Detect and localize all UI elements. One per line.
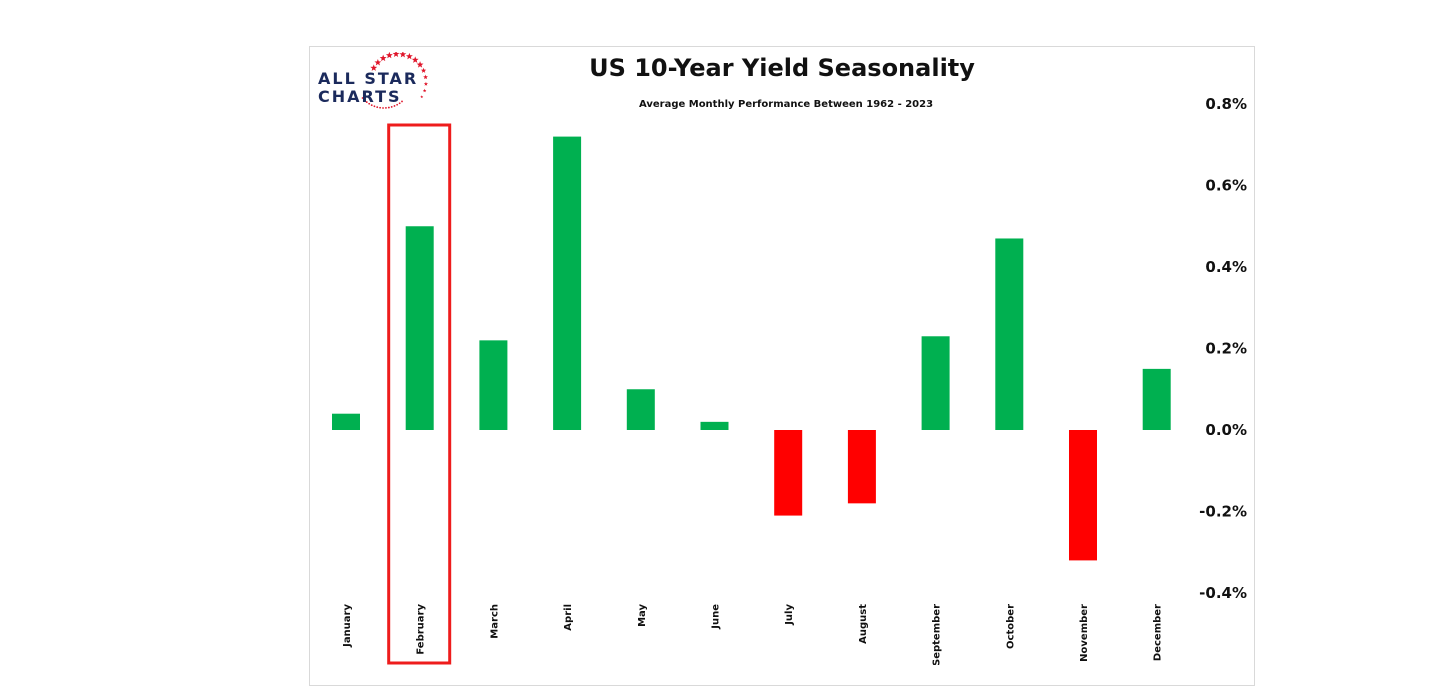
logo-dot (379, 106, 382, 109)
logo-text-line2: CHARTS (318, 87, 402, 106)
logo-dot (373, 105, 376, 108)
bar-chart: January February March April May June July Augu… (332, 95, 1247, 665)
month-label-april: April (563, 604, 574, 631)
logo-star (379, 54, 387, 62)
month-label-july: July (784, 604, 795, 626)
logo-star (423, 81, 429, 86)
logo-dot (393, 105, 396, 107)
bar-january (332, 413, 360, 430)
chart-subtitle: Average Monthly Performance Between 1962… (638, 99, 934, 110)
bar-september (921, 336, 950, 430)
logo-dot (363, 99, 366, 102)
month-label-november: November (1079, 604, 1090, 662)
month-label-january: January (342, 604, 353, 648)
month-label-may: May (637, 604, 648, 627)
logo-dot (390, 106, 393, 108)
logo-dot (396, 103, 399, 106)
y-tick-label: 0.4% (1205, 258, 1247, 276)
logo-star (374, 58, 382, 66)
logo-dot (401, 100, 403, 103)
logo-star (385, 52, 393, 59)
logo-dot (368, 102, 371, 105)
bar-august (847, 430, 876, 504)
logo-star (420, 67, 427, 73)
logo-dot (382, 107, 384, 109)
star-ring-icon (361, 52, 429, 109)
bar-october (995, 238, 1024, 430)
month-label-august: August (858, 604, 869, 644)
month-label-september: September (932, 604, 943, 665)
logo-star (416, 61, 424, 68)
y-tick-label: -0.2% (1199, 503, 1247, 521)
logo-star (411, 56, 419, 63)
logo-dot (361, 97, 364, 99)
month-label-march: March (489, 604, 500, 639)
y-tick-label: 0.8% (1205, 95, 1247, 113)
logo-text-line1: ALL STAR (318, 69, 419, 88)
logo-dot (365, 101, 368, 103)
bar-november (1069, 430, 1097, 561)
bar-may (626, 389, 655, 430)
y-tick-label: 0.0% (1205, 421, 1247, 439)
logo-star (423, 74, 428, 80)
logo-star (420, 95, 424, 99)
all-star-charts-logo: ALL STAR CHARTS (310, 52, 435, 114)
bar-december (1142, 368, 1171, 430)
logo-star (422, 88, 427, 93)
logo-star (392, 52, 400, 57)
bar-february (405, 226, 434, 430)
month-label-february: February (416, 604, 427, 655)
logo-dot (387, 106, 390, 109)
chart-frame (309, 46, 1255, 686)
y-tick-label: 0.2% (1205, 340, 1247, 358)
logo-dot (370, 104, 373, 107)
chart-title: US 10-Year Yield Seasonality (589, 54, 975, 82)
logo-star (370, 64, 378, 71)
month-label-june: June (711, 604, 722, 630)
highlight-box-february (387, 123, 452, 665)
bar-june (700, 421, 729, 430)
y-tick-label: -0.4% (1199, 584, 1247, 602)
logo-dot (385, 107, 387, 109)
bar-april (553, 136, 582, 430)
bar-july (774, 430, 803, 516)
logo-star (399, 52, 407, 58)
month-label-december: December (1153, 604, 1164, 661)
logo-dot (398, 102, 401, 105)
bar-march (479, 340, 508, 430)
month-label-october: October (1005, 604, 1016, 649)
y-tick-label: 0.6% (1205, 177, 1247, 195)
logo-dot (376, 106, 379, 109)
logo-star (405, 52, 413, 60)
